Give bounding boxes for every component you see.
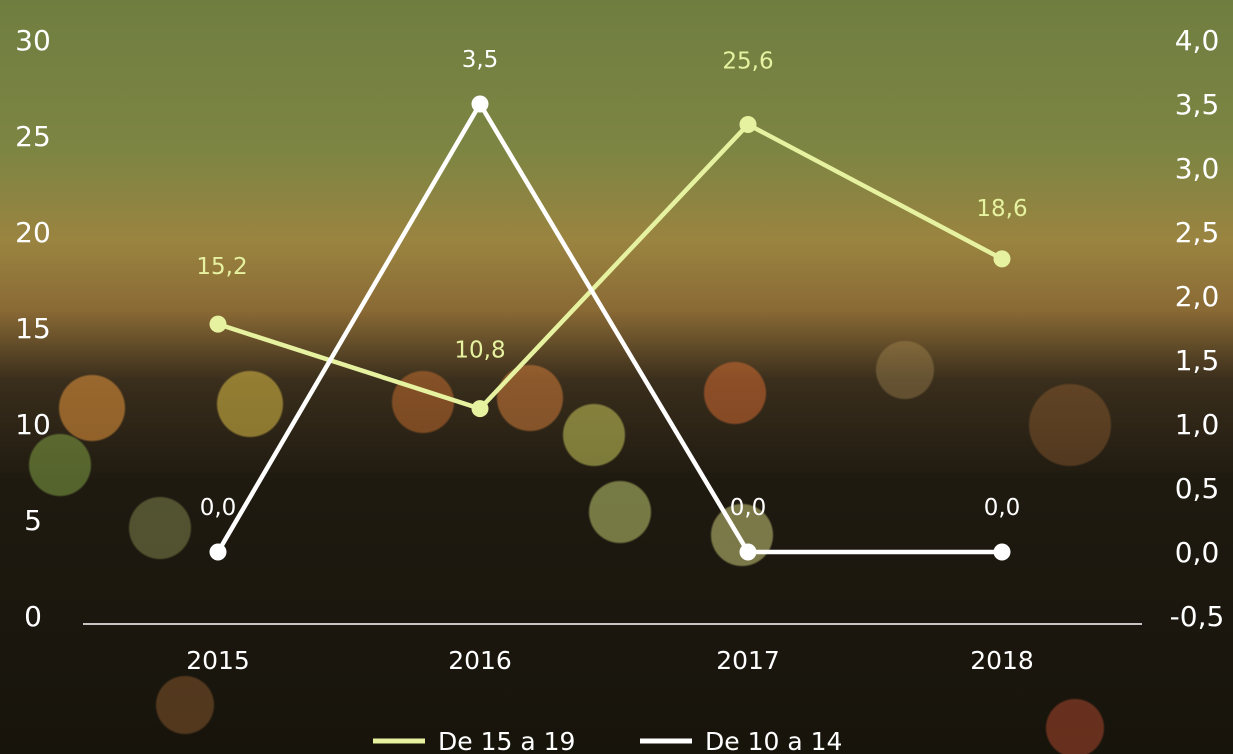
data-label: 0,0 — [984, 495, 1021, 521]
y-left-tick-label: 0 — [24, 600, 42, 633]
data-point — [471, 400, 489, 418]
data-label: 25,6 — [722, 48, 773, 74]
y-right-tick-label: 4,0 — [1175, 24, 1220, 57]
y-right-tick-label: 2,5 — [1175, 216, 1220, 249]
data-point — [993, 543, 1011, 561]
y-right-tick-label: -0,5 — [1170, 600, 1225, 633]
y-right-tick-label: 0,0 — [1175, 536, 1220, 569]
y-axis-left: 0 5 10 15 20 25 30 — [15, 24, 51, 633]
y-axis-right: -0,5 0,0 0,5 1,0 1,5 2,0 2,5 3,0 3,5 4,0 — [1170, 24, 1225, 633]
data-label: 15,2 — [196, 254, 247, 280]
y-right-tick-label: 0,5 — [1175, 472, 1220, 505]
data-label: 10,8 — [454, 338, 505, 364]
x-tick-label: 2015 — [186, 646, 250, 675]
series-group: 15,2 10,8 25,6 18,6 0,0 3,5 0,0 0,0 — [196, 47, 1028, 561]
y-left-tick-label: 15 — [15, 312, 51, 345]
y-right-tick-label: 3,5 — [1175, 88, 1220, 121]
data-point — [471, 95, 489, 113]
data-label: 18,6 — [976, 196, 1027, 222]
x-tick-label: 2017 — [716, 646, 780, 675]
y-left-tick-label: 30 — [15, 24, 51, 57]
data-point — [209, 315, 227, 333]
series-line-2 — [216, 99, 1002, 555]
y-left-tick-label: 5 — [24, 504, 42, 537]
data-label: 0,0 — [200, 495, 237, 521]
y-right-tick-label: 3,0 — [1175, 152, 1220, 185]
y-left-tick-label: 25 — [15, 120, 51, 153]
y-right-tick-label: 1,5 — [1175, 344, 1220, 377]
legend: De 15 a 19 De 10 a 14 — [373, 727, 842, 754]
y-right-tick-label: 1,0 — [1175, 408, 1220, 441]
data-label: 3,5 — [462, 47, 499, 73]
x-axis: 2015 2016 2017 2018 — [186, 646, 1034, 675]
y-left-tick-label: 20 — [15, 216, 51, 249]
series-line-1 — [217, 121, 1004, 412]
data-point — [739, 115, 757, 133]
legend-label: De 15 a 19 — [438, 727, 575, 754]
x-tick-label: 2018 — [970, 646, 1034, 675]
data-label: 0,0 — [730, 495, 767, 521]
data-point — [209, 543, 227, 561]
data-point — [739, 543, 757, 561]
y-right-tick-label: 2,0 — [1175, 280, 1220, 313]
x-tick-label: 2016 — [448, 646, 512, 675]
y-left-tick-label: 10 — [15, 408, 51, 441]
data-point — [993, 250, 1011, 268]
legend-label: De 10 a 14 — [705, 727, 842, 754]
